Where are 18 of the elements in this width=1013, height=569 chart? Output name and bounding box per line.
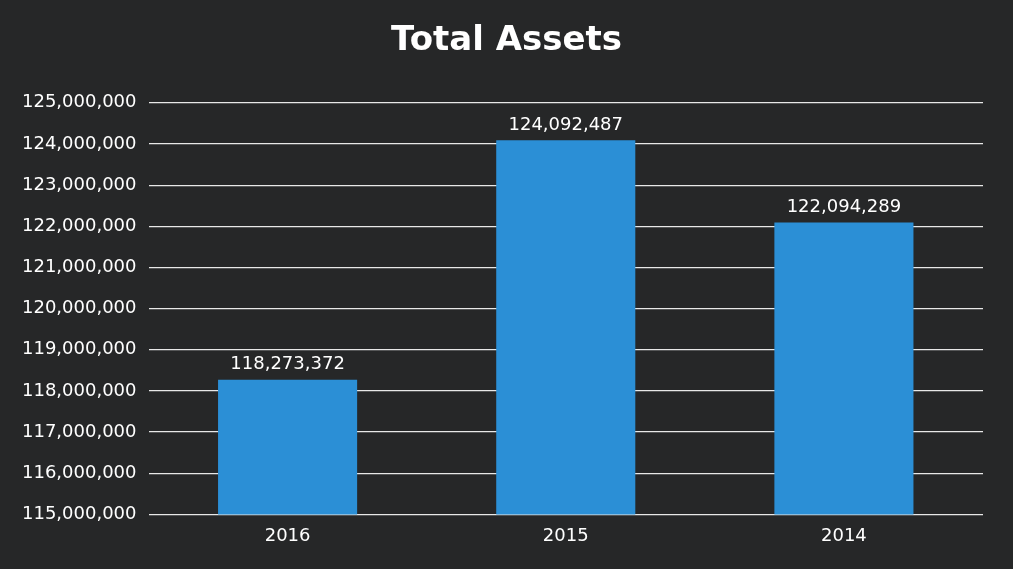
y-tick-label: 123,000,000	[22, 172, 137, 194]
y-tick-label: 122,000,000	[22, 213, 137, 235]
data-label: 124,092,487	[508, 112, 624, 134]
y-tick-label: 119,000,000	[22, 337, 137, 359]
y-tick-label: 116,000,000	[22, 460, 137, 482]
y-tick-label: 120,000,000	[22, 296, 137, 318]
x-tick-label: 2014	[821, 523, 867, 545]
y-tick-label: 115,000,000	[22, 502, 137, 524]
y-tick-label: 124,000,000	[22, 131, 137, 153]
x-tick-label: 2015	[542, 523, 589, 545]
data-label: 118,273,372	[230, 352, 345, 374]
x-tick-label: 2016	[264, 523, 311, 545]
y-tick-label: 125,000,000	[22, 90, 137, 112]
y-tick-label: 117,000,000	[22, 419, 137, 441]
data-label: 122,094,289	[786, 195, 902, 217]
chart-title: Total Assets	[389, 18, 624, 58]
y-tick-label: 121,000,000	[22, 255, 137, 277]
y-tick-label: 118,000,000	[22, 378, 137, 400]
